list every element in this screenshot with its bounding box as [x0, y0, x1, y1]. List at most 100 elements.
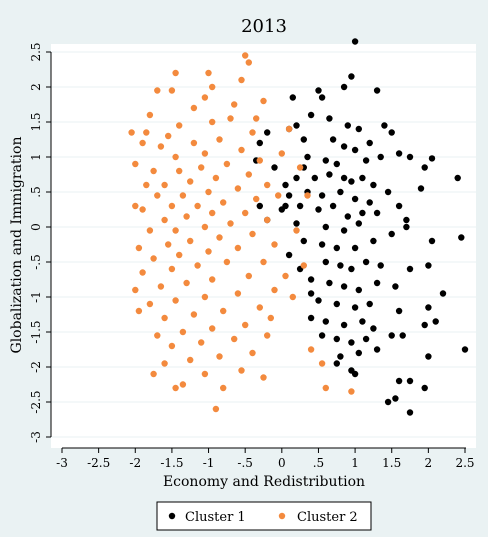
x-tick-label-2: -2 — [129, 456, 141, 470]
point-cluster-1-108 — [425, 353, 432, 360]
point-cluster-2-114 — [307, 346, 315, 353]
point-cluster-2-18 — [165, 132, 172, 140]
point-cluster-1-125 — [282, 202, 289, 210]
point-cluster-2-27 — [132, 160, 139, 168]
point-cluster-2-117 — [348, 388, 355, 395]
point-cluster-1-98 — [318, 332, 326, 339]
point-cluster-2-29 — [256, 157, 263, 164]
point-cluster-2-68 — [260, 258, 267, 266]
point-cluster-1-97 — [432, 318, 439, 325]
point-cluster-1-117 — [421, 384, 428, 392]
point-cluster-1-25 — [377, 153, 384, 161]
point-cluster-1-77 — [425, 262, 432, 269]
point-cluster-1-86 — [351, 304, 359, 311]
point-cluster-2-88 — [242, 321, 249, 329]
point-cluster-2-31 — [198, 164, 205, 171]
point-cluster-2-57 — [146, 227, 154, 234]
point-cluster-1-113 — [406, 377, 414, 385]
point-cluster-2-45 — [194, 202, 201, 210]
point-cluster-2-86 — [161, 314, 168, 322]
point-cluster-2-95 — [168, 342, 176, 350]
point-cluster-1-11 — [355, 125, 362, 133]
point-cluster-1-119 — [271, 164, 278, 171]
point-cluster-1-18 — [300, 136, 307, 143]
point-cluster-2-77 — [132, 286, 139, 294]
point-cluster-2-84 — [220, 307, 227, 315]
point-cluster-2-13 — [227, 115, 234, 122]
point-cluster-2-17 — [143, 129, 150, 136]
point-cluster-2-75 — [183, 279, 190, 287]
point-cluster-2-49 — [242, 209, 249, 217]
point-cluster-2-98 — [187, 356, 194, 364]
point-cluster-1-104 — [461, 346, 469, 353]
point-cluster-1-50 — [296, 202, 304, 210]
point-cluster-1-19 — [264, 129, 271, 136]
y-tick-label-10: 2 — [29, 83, 43, 91]
point-cluster-1-91 — [307, 314, 315, 322]
legend-marker-cluster-1 — [168, 512, 176, 520]
point-cluster-2-81 — [172, 297, 179, 304]
point-cluster-2-94 — [198, 339, 205, 346]
point-cluster-1-15 — [340, 143, 348, 150]
point-cluster-1-56 — [403, 216, 410, 224]
point-cluster-2-80 — [201, 293, 209, 301]
point-cluster-2-100 — [238, 367, 245, 374]
point-cluster-1-13 — [388, 129, 395, 136]
point-cluster-2-85 — [190, 311, 198, 318]
point-cluster-1-14 — [329, 136, 337, 143]
point-cluster-1-53 — [344, 213, 351, 220]
point-cluster-1-96 — [421, 321, 428, 329]
point-cluster-2-28 — [150, 167, 157, 175]
point-cluster-2-38 — [264, 181, 271, 189]
point-cluster-1-68 — [370, 237, 377, 245]
point-cluster-2-87 — [135, 307, 143, 315]
point-cluster-2-56 — [172, 227, 179, 234]
point-cluster-2-108 — [285, 125, 293, 133]
point-cluster-2-120 — [267, 314, 274, 322]
point-cluster-1-79 — [326, 279, 333, 287]
point-cluster-1-60 — [340, 227, 348, 234]
point-cluster-2-104 — [172, 384, 179, 392]
point-cluster-1-75 — [377, 262, 384, 269]
point-cluster-1-34 — [340, 174, 348, 182]
point-cluster-1-12 — [381, 122, 388, 129]
point-cluster-2-97 — [216, 353, 223, 360]
point-cluster-2-41 — [179, 192, 187, 199]
x-tick-label-8: 1 — [351, 456, 359, 470]
y-tick-label-3: -1.5 — [29, 320, 43, 343]
point-cluster-1-67 — [351, 244, 359, 252]
x-tick-label-1: -2.5 — [87, 456, 110, 470]
point-cluster-2-19 — [249, 129, 256, 136]
point-cluster-1-0 — [351, 38, 359, 45]
x-tick-label-6: 0 — [278, 456, 286, 470]
y-tick-label-9: 1.5 — [29, 112, 43, 131]
x-tick-label-11: 2.5 — [455, 456, 474, 470]
y-axis-label: Globalization and Immigration — [9, 137, 25, 354]
point-cluster-1-106 — [355, 349, 362, 357]
point-cluster-1-69 — [428, 237, 436, 245]
point-cluster-1-38 — [384, 188, 392, 196]
point-cluster-2-69 — [223, 258, 231, 266]
point-cluster-1-52 — [329, 202, 337, 210]
point-cluster-2-54 — [227, 220, 234, 227]
data-points — [128, 38, 469, 416]
point-cluster-2-119 — [282, 272, 289, 280]
point-cluster-1-10 — [344, 122, 351, 129]
point-cluster-1-30 — [282, 181, 289, 189]
point-cluster-2-50 — [209, 209, 216, 217]
point-cluster-2-8 — [201, 94, 209, 101]
point-cluster-2-116 — [322, 384, 329, 392]
point-cluster-1-41 — [285, 192, 293, 199]
point-cluster-1-93 — [340, 321, 348, 329]
point-cluster-2-62 — [135, 244, 143, 252]
point-cluster-2-110 — [304, 192, 311, 199]
point-cluster-2-15 — [176, 122, 183, 129]
point-cluster-1-17 — [366, 139, 373, 147]
point-cluster-1-4 — [315, 87, 322, 94]
point-cluster-1-70 — [458, 234, 465, 241]
point-cluster-2-105 — [179, 381, 187, 388]
point-cluster-1-78 — [307, 276, 315, 283]
point-cluster-2-64 — [234, 244, 242, 252]
